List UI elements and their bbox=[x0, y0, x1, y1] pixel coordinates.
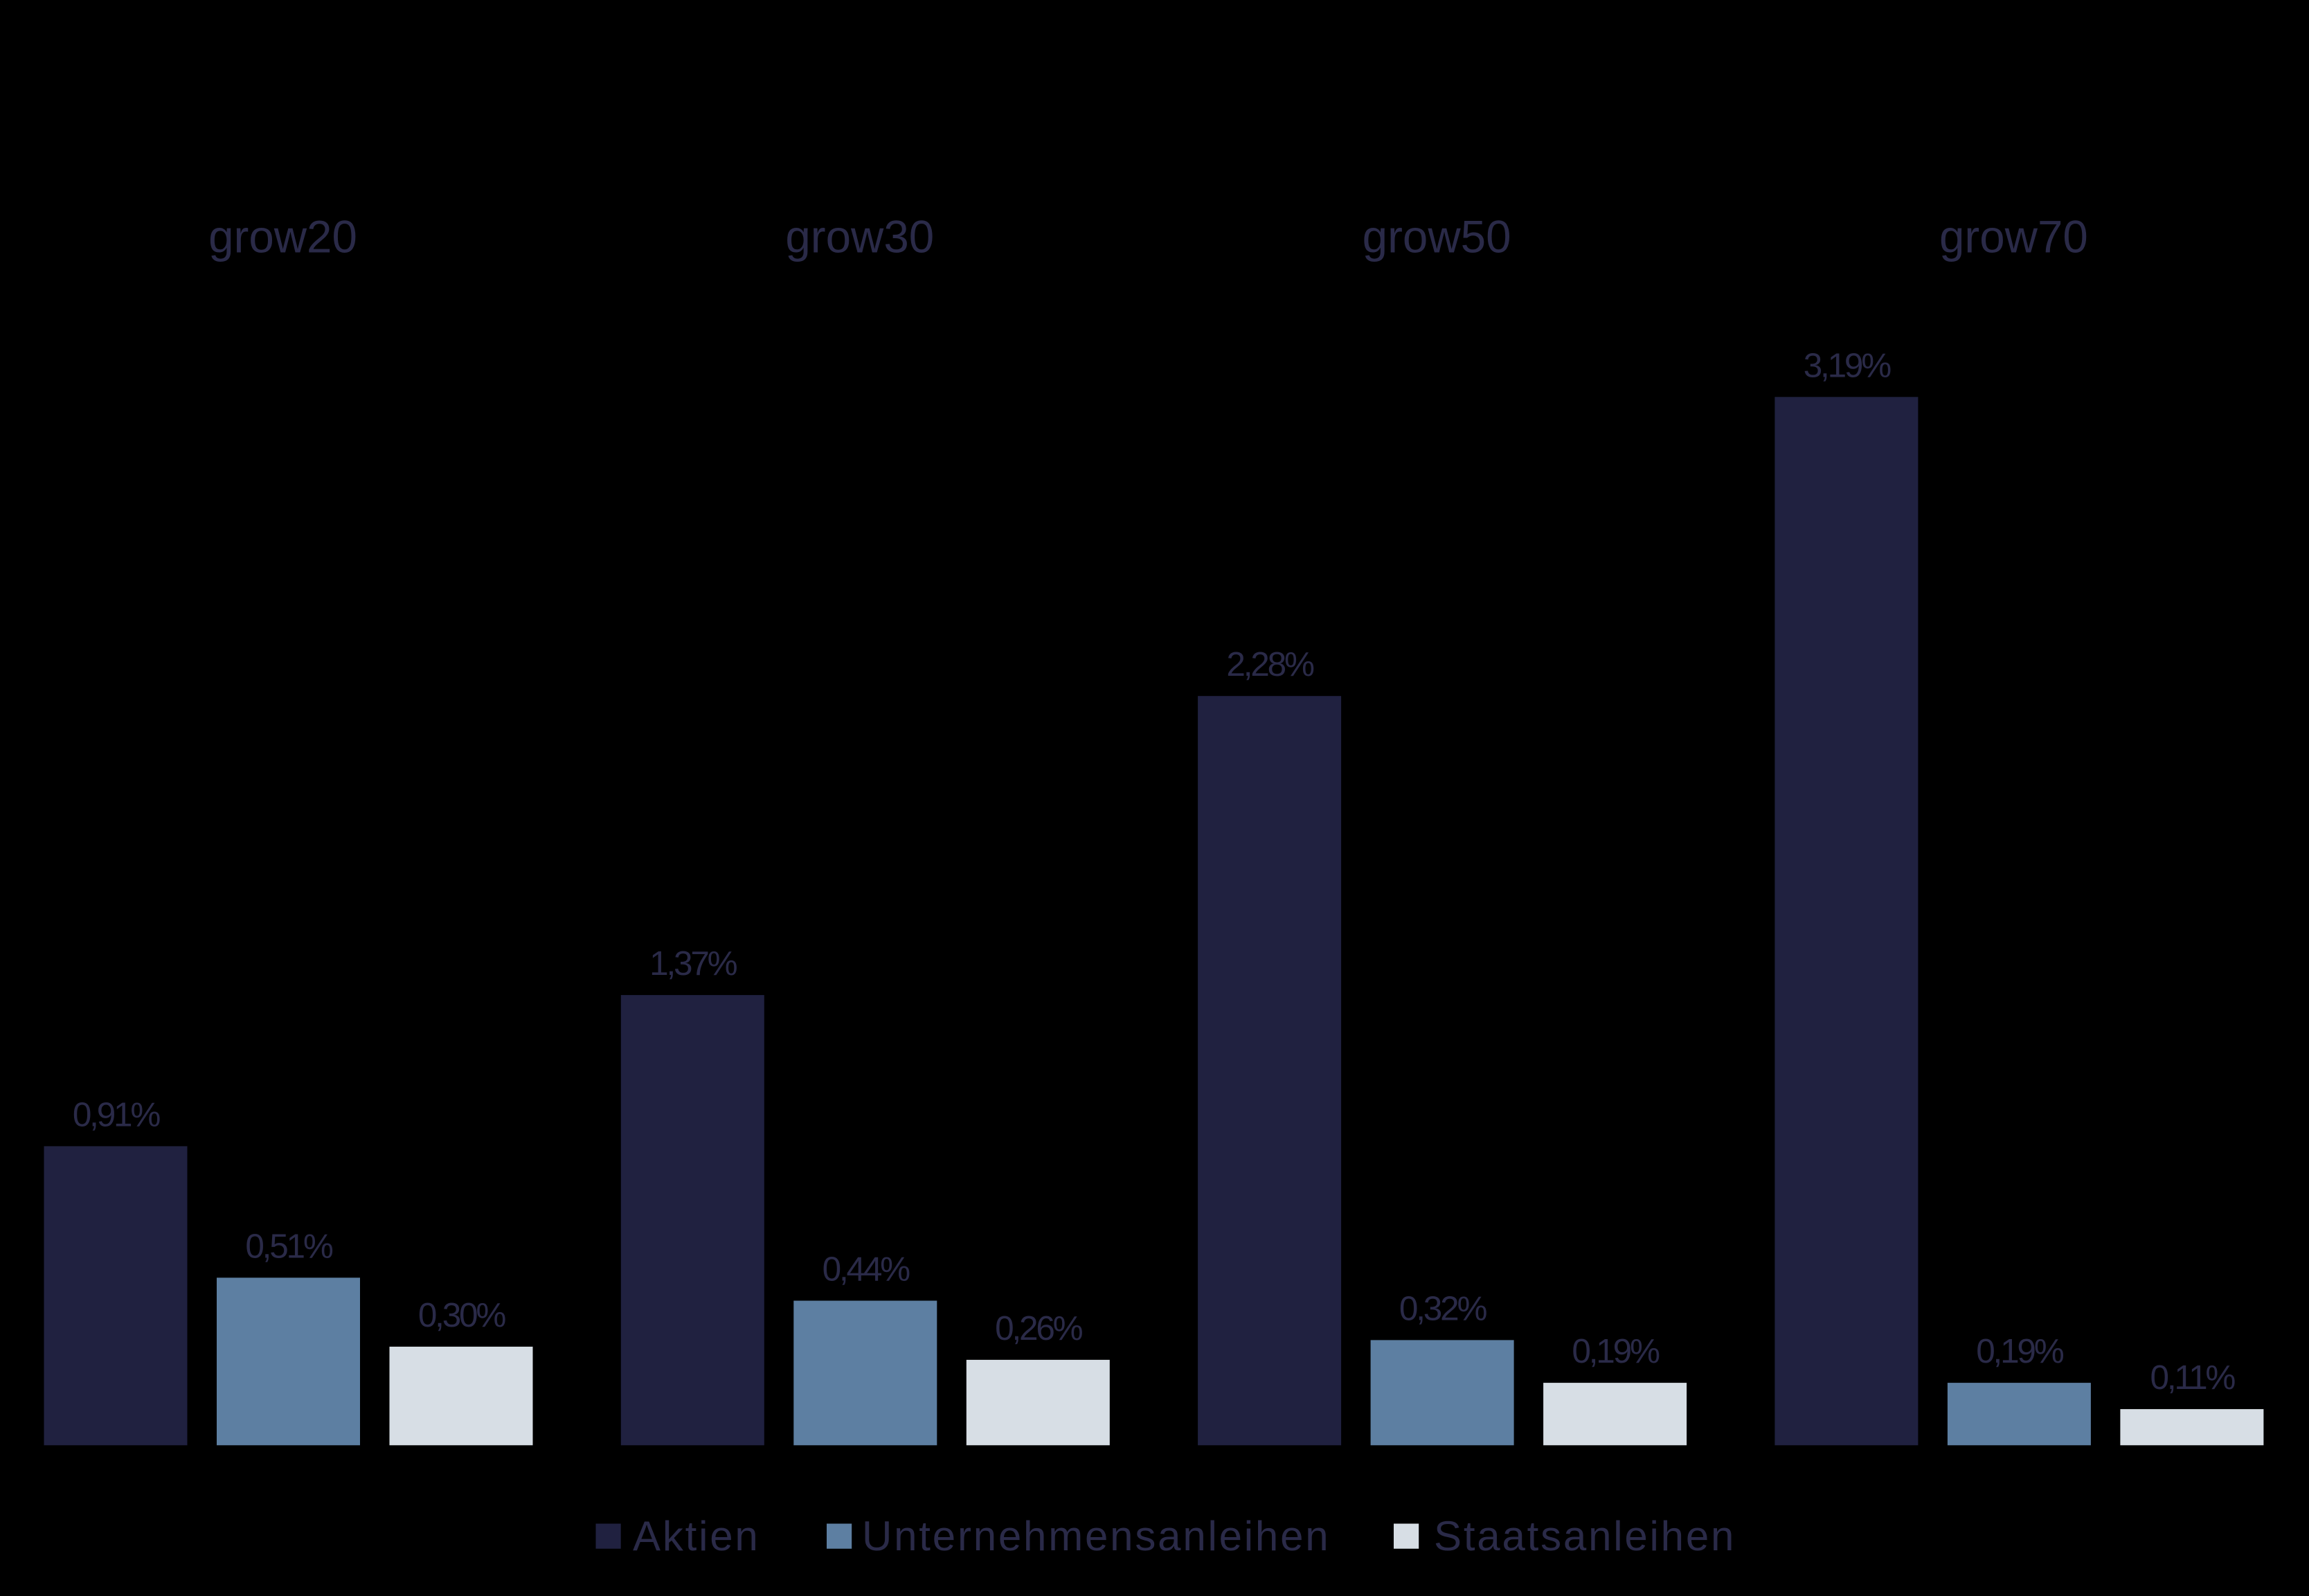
svg-text:Staatsanleihen: Staatsanleihen bbox=[1434, 1513, 1736, 1559]
svg-text:0,26%: 0,26% bbox=[995, 1309, 1083, 1347]
svg-text:0,11%: 0,11% bbox=[2150, 1359, 2236, 1397]
svg-text:2,28%: 2,28% bbox=[1226, 645, 1314, 683]
svg-text:0,91%: 0,91% bbox=[73, 1095, 161, 1133]
svg-text:3,19%: 3,19% bbox=[1804, 346, 1892, 384]
svg-text:Aktien: Aktien bbox=[633, 1513, 760, 1559]
svg-text:1,37%: 1,37% bbox=[649, 944, 737, 983]
svg-text:grow70: grow70 bbox=[1939, 211, 2088, 262]
svg-text:0,19%: 0,19% bbox=[1572, 1332, 1660, 1370]
svg-text:grow20: grow20 bbox=[208, 211, 357, 262]
svg-text:grow50: grow50 bbox=[1363, 211, 1511, 262]
svg-text:Unternehmensanleihen: Unternehmensanleihen bbox=[862, 1513, 1330, 1559]
svg-text:0,51%: 0,51% bbox=[245, 1227, 333, 1265]
svg-text:grow30: grow30 bbox=[785, 211, 934, 262]
svg-text:0,19%: 0,19% bbox=[1976, 1332, 2064, 1370]
svg-text:0,30%: 0,30% bbox=[418, 1296, 506, 1334]
svg-text:0,44%: 0,44% bbox=[823, 1250, 910, 1289]
svg-text:0,32%: 0,32% bbox=[1399, 1289, 1487, 1327]
